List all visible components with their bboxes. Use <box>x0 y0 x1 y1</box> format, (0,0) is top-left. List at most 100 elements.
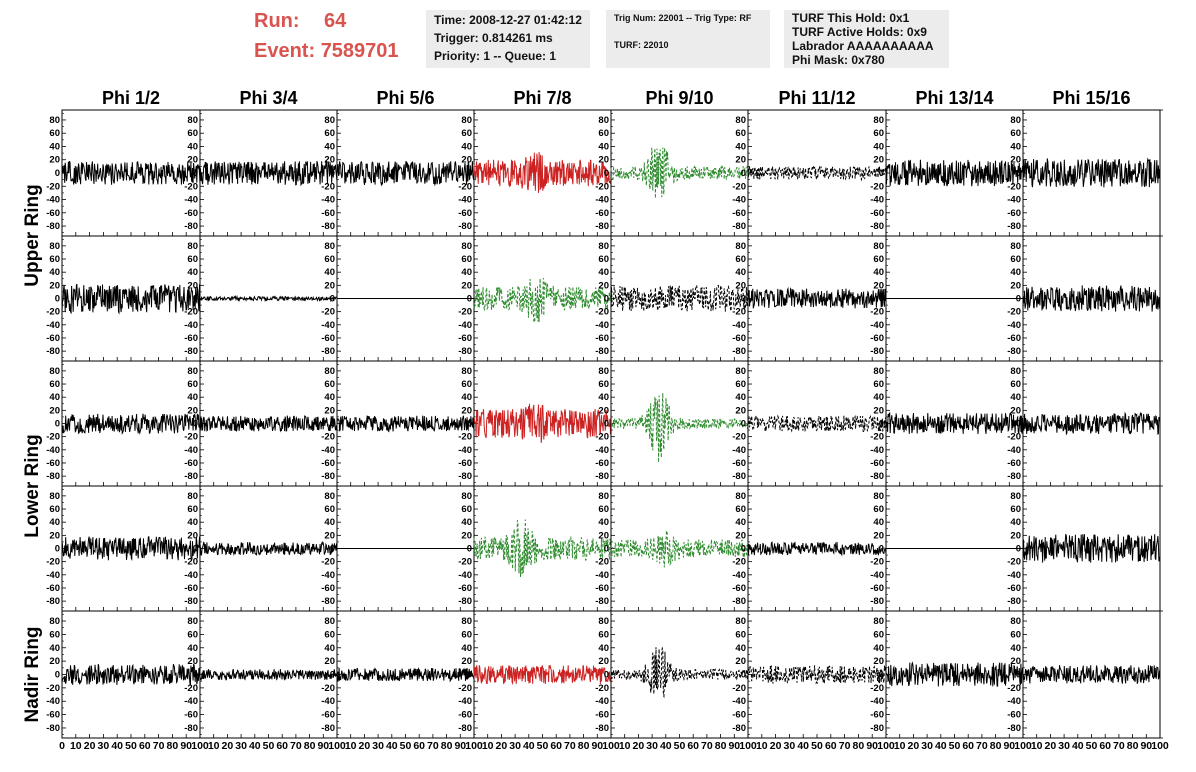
x-tick-label: 70 <box>701 740 713 752</box>
ring-title: Upper Ring <box>22 184 43 286</box>
y-tick-label: -60 <box>321 208 335 219</box>
x-tick-label: 40 <box>523 740 535 752</box>
waveform-trace <box>473 152 612 193</box>
y-tick-label: -80 <box>1007 471 1021 482</box>
y-tick-label: -40 <box>1007 696 1021 707</box>
y-tick-label: 0 <box>55 294 60 305</box>
y-tick-label: 0 <box>330 419 335 430</box>
y-tick-label: 40 <box>873 392 884 403</box>
y-tick-label: -60 <box>184 458 198 469</box>
waveform-panel: -80 -60 -40 -20 0 20 40 60 80 <box>321 109 475 237</box>
y-tick-label: 60 <box>49 128 60 139</box>
x-tick-label: 30 <box>509 740 521 752</box>
waveform-panel: -80 -60 -40 -20 0 20 40 60 80 <box>46 610 201 739</box>
y-tick-label: -20 <box>46 557 60 568</box>
y-tick-label: -40 <box>458 195 472 206</box>
y-tick-label: 40 <box>1010 267 1021 278</box>
labrador-text: Labrador AAAAAAAAAA <box>792 39 934 53</box>
y-tick-label: -80 <box>458 221 472 232</box>
y-tick-label: -40 <box>1007 320 1021 331</box>
x-tick-label: 50 <box>400 740 412 752</box>
waveform-panel: -80 -60 -40 -20 0 20 40 60 80 <box>458 485 612 612</box>
waveform-trace <box>1022 157 1161 188</box>
run-line: Run: 64 <box>254 10 346 33</box>
y-tick-label: -20 <box>184 307 198 318</box>
y-tick-label: -60 <box>870 333 884 344</box>
waveform-panel: -80 -60 -40 -20 0 20 40 60 80 <box>595 109 749 237</box>
y-tick-label: -60 <box>184 208 198 219</box>
y-tick-label: 80 <box>49 491 60 502</box>
waveform-trace <box>885 661 1024 687</box>
waveform-trace <box>336 667 475 683</box>
y-tick-label: 0 <box>55 544 60 555</box>
y-tick-label: -80 <box>321 471 335 482</box>
y-tick-label: 80 <box>49 616 60 627</box>
waveform-trace <box>747 164 887 182</box>
y-tick-label: -40 <box>595 696 609 707</box>
y-tick-label: -80 <box>46 596 60 607</box>
y-tick-label: 40 <box>1010 392 1021 403</box>
y-tick-label: -20 <box>321 307 335 318</box>
y-tick-label: 0 <box>1016 544 1021 555</box>
x-tick-label: 50 <box>949 740 961 752</box>
y-tick-label: 60 <box>461 254 472 265</box>
waveform-panel: -80 -60 -40 -20 0 20 40 60 80 <box>184 360 338 487</box>
y-tick-label: 80 <box>873 616 884 627</box>
x-tick-label: 60 <box>550 740 562 752</box>
waveform-trace <box>1022 285 1161 312</box>
y-tick-label: -20 <box>870 181 884 192</box>
y-tick-label: -80 <box>321 221 335 232</box>
x-tick-label: 50 <box>125 740 137 752</box>
y-tick-label: 0 <box>1016 419 1021 430</box>
y-tick-label: 40 <box>187 267 198 278</box>
y-tick-label: -60 <box>321 333 335 344</box>
y-tick-label: -20 <box>595 683 609 694</box>
y-tick-label: -60 <box>1007 710 1021 721</box>
y-tick-label: -20 <box>458 307 472 318</box>
y-tick-label: -20 <box>595 432 609 443</box>
x-tick-label: 100 <box>328 740 346 752</box>
y-tick-label: 20 <box>598 155 609 166</box>
turf-text: TURF: 22010 <box>614 40 669 50</box>
waveform-trace <box>61 160 201 185</box>
y-tick-label: 40 <box>1010 517 1021 528</box>
y-tick-label: 40 <box>873 643 884 654</box>
y-tick-label: 0 <box>467 544 472 555</box>
y-tick-label: -40 <box>1007 445 1021 456</box>
y-tick-label: -60 <box>46 333 60 344</box>
y-tick-label: -60 <box>46 710 60 721</box>
y-tick-label: -20 <box>184 181 198 192</box>
y-tick-label: 80 <box>735 491 746 502</box>
y-tick-label: 20 <box>461 280 472 291</box>
run-event-header: Run: 64 Event: 7589701 <box>254 6 424 64</box>
y-tick-label: 40 <box>461 267 472 278</box>
x-tick-label: 20 <box>908 740 920 752</box>
trigger-info-box: Trig Num: 22001 -- Trig Type: RF TURF: 2… <box>606 10 770 68</box>
y-tick-label: 0 <box>879 419 884 430</box>
ring-title: Nadir Ring <box>22 626 43 722</box>
y-tick-label: 0 <box>193 168 198 179</box>
y-tick-label: -60 <box>595 458 609 469</box>
y-tick-label: -20 <box>732 181 746 192</box>
y-tick-label: -60 <box>595 583 609 594</box>
x-tick-label: 40 <box>797 740 809 752</box>
waveform-panel: -80 -60 -40 -20 0 20 40 60 80 <box>1007 485 1161 612</box>
waveform-trace <box>199 668 338 682</box>
y-tick-label: -20 <box>321 683 335 694</box>
y-tick-label: 20 <box>187 530 198 541</box>
y-tick-label: 20 <box>1010 155 1021 166</box>
y-tick-label: -60 <box>458 583 472 594</box>
y-tick-label: -20 <box>595 307 609 318</box>
y-tick-label: 80 <box>873 366 884 377</box>
x-tick-label: 60 <box>276 740 288 752</box>
waveform-trace <box>61 283 201 315</box>
waveform-panel: -80 -60 -40 -20 0 20 40 60 80 <box>458 109 612 237</box>
y-tick-label: -60 <box>46 458 60 469</box>
y-tick-label: 60 <box>598 379 609 390</box>
x-tick-label: 90 <box>728 740 740 752</box>
y-tick-label: 40 <box>735 141 746 152</box>
y-tick-label: -60 <box>1007 458 1021 469</box>
waveform-trace <box>885 159 1024 187</box>
y-tick-label: 0 <box>193 544 198 555</box>
